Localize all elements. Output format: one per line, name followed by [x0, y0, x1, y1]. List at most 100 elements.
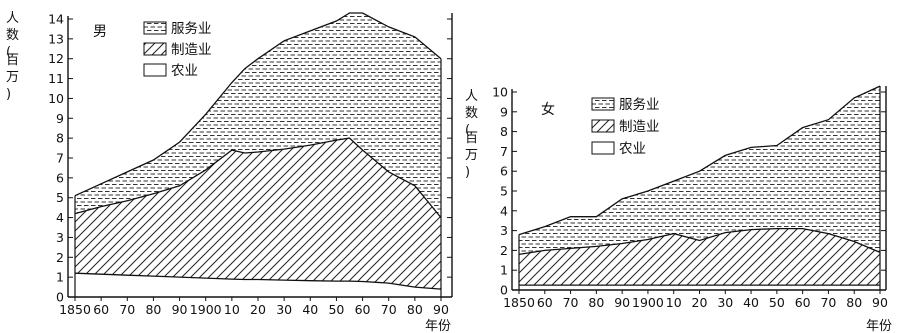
- y-axis-label-char: (: [465, 123, 470, 138]
- y-tick-label: 3: [56, 230, 64, 245]
- x-tick-label: 1900: [632, 295, 664, 310]
- service-area: [75, 13, 441, 218]
- x-tick-label: 80: [145, 302, 161, 317]
- y-tick-label: 6: [500, 164, 508, 179]
- y-tick-label: 4: [500, 203, 508, 218]
- service-line: [74, 12, 442, 197]
- legend-swatch: [591, 97, 615, 111]
- y-axis-label-char: 人: [6, 11, 19, 26]
- legend-label: 制造业: [171, 42, 212, 58]
- y-tick-label: 1: [56, 270, 64, 285]
- x-tick-label: 90: [433, 302, 449, 317]
- y-tick-label: 7: [56, 151, 64, 166]
- x-tick-label: 90: [614, 295, 630, 310]
- legend-swatch: [143, 42, 167, 56]
- y-axis-label-char: ): [465, 165, 470, 180]
- manufacturing-area: [519, 228, 880, 286]
- y-tick-label: 10: [492, 85, 508, 100]
- y-tick-label: 8: [56, 131, 64, 146]
- male-xlabel: 年份: [425, 319, 451, 333]
- x-tick-label: 70: [820, 295, 836, 310]
- male-panel-title: 男: [93, 24, 107, 40]
- y-tick-label: 3: [500, 223, 508, 238]
- manufacturing-line: [74, 137, 442, 219]
- male-axes: [67, 13, 453, 298]
- female-areas: [518, 85, 881, 290]
- y-tick-label: 0: [56, 290, 64, 305]
- y-tick-label: 8: [500, 124, 508, 139]
- y-tick-label: 9: [56, 111, 64, 126]
- female-panel-title: 女: [541, 101, 555, 118]
- y-tick-label: 6: [56, 170, 64, 185]
- y-tick-label: 4: [56, 210, 64, 225]
- x-axis-label: 年份: [866, 319, 892, 333]
- x-tick-label: 60: [795, 295, 811, 310]
- x-tick-label: 1900: [190, 302, 222, 317]
- female-xlabel: 年份: [866, 319, 892, 333]
- service-area: [519, 86, 880, 255]
- x-tick-label: 80: [846, 295, 862, 310]
- legend-swatch: [143, 63, 167, 77]
- y-tick-label: 10: [48, 91, 64, 106]
- x-tick-label: 80: [407, 302, 423, 317]
- x-tick-label: 10: [666, 295, 682, 310]
- y-tick-label: 7: [500, 144, 508, 159]
- x-tick-label: 1850: [59, 302, 91, 317]
- y-axis-label-char: 万: [465, 148, 478, 163]
- x-tick-label: 70: [119, 302, 135, 317]
- x-tick-label: 10: [224, 302, 240, 317]
- legend-swatch: [591, 141, 615, 155]
- x-tick-label: 60: [93, 302, 109, 317]
- y-tick-label: 2: [500, 243, 508, 258]
- y-axis-label-char: 数: [6, 28, 19, 43]
- manufacturing-area: [75, 138, 441, 290]
- manufacturing-line: [518, 227, 881, 256]
- agriculture-area: [519, 285, 880, 290]
- x-tick-label: 30: [276, 302, 292, 317]
- y-axis-label-char: 百: [6, 53, 19, 68]
- agriculture-line: [74, 272, 442, 290]
- x-tick-label: 70: [563, 295, 579, 310]
- service-line: [518, 85, 881, 236]
- x-tick-label: 30: [717, 295, 733, 310]
- y-axis-label-char: (: [6, 45, 11, 60]
- x-tick-label: 80: [588, 295, 604, 310]
- y-tick-label: 5: [56, 190, 64, 205]
- x-tick-label: 60: [355, 302, 371, 317]
- x-tick-label: 60: [537, 295, 553, 310]
- y-tick-label: 11: [48, 71, 64, 86]
- legend-swatch: [143, 21, 167, 35]
- y-tick-label: 12: [48, 51, 64, 66]
- legend-label: 农业: [171, 63, 198, 79]
- female-ylabel: 人数 (百万): [465, 89, 478, 180]
- x-tick-label: 20: [692, 295, 708, 310]
- agriculture-area: [75, 273, 441, 297]
- x-tick-label: 1850: [503, 295, 535, 310]
- y-tick-label: 1: [500, 263, 508, 278]
- y-tick-label: 13: [48, 31, 64, 46]
- legend-label: 农业: [619, 141, 646, 157]
- male-areas: [74, 12, 442, 297]
- x-axis-label: 年份: [425, 319, 451, 333]
- male-ylabel: 人数 (百万): [6, 11, 19, 102]
- y-axis-label-char: 百: [465, 131, 478, 146]
- y-tick-label: 5: [500, 184, 508, 199]
- y-tick-label: 14: [48, 12, 64, 27]
- y-axis-label-char: ): [6, 87, 11, 102]
- legend-label: 服务业: [171, 21, 212, 37]
- y-tick-label: 2: [56, 250, 64, 265]
- x-tick-label: 90: [172, 302, 188, 317]
- y-axis-label-char: 万: [6, 70, 19, 85]
- x-tick-label: 20: [250, 302, 266, 317]
- y-axis-label-char: 数: [465, 106, 478, 121]
- legend-swatch: [591, 119, 615, 133]
- x-tick-label: 40: [302, 302, 318, 317]
- legend-label: 制造业: [619, 119, 660, 135]
